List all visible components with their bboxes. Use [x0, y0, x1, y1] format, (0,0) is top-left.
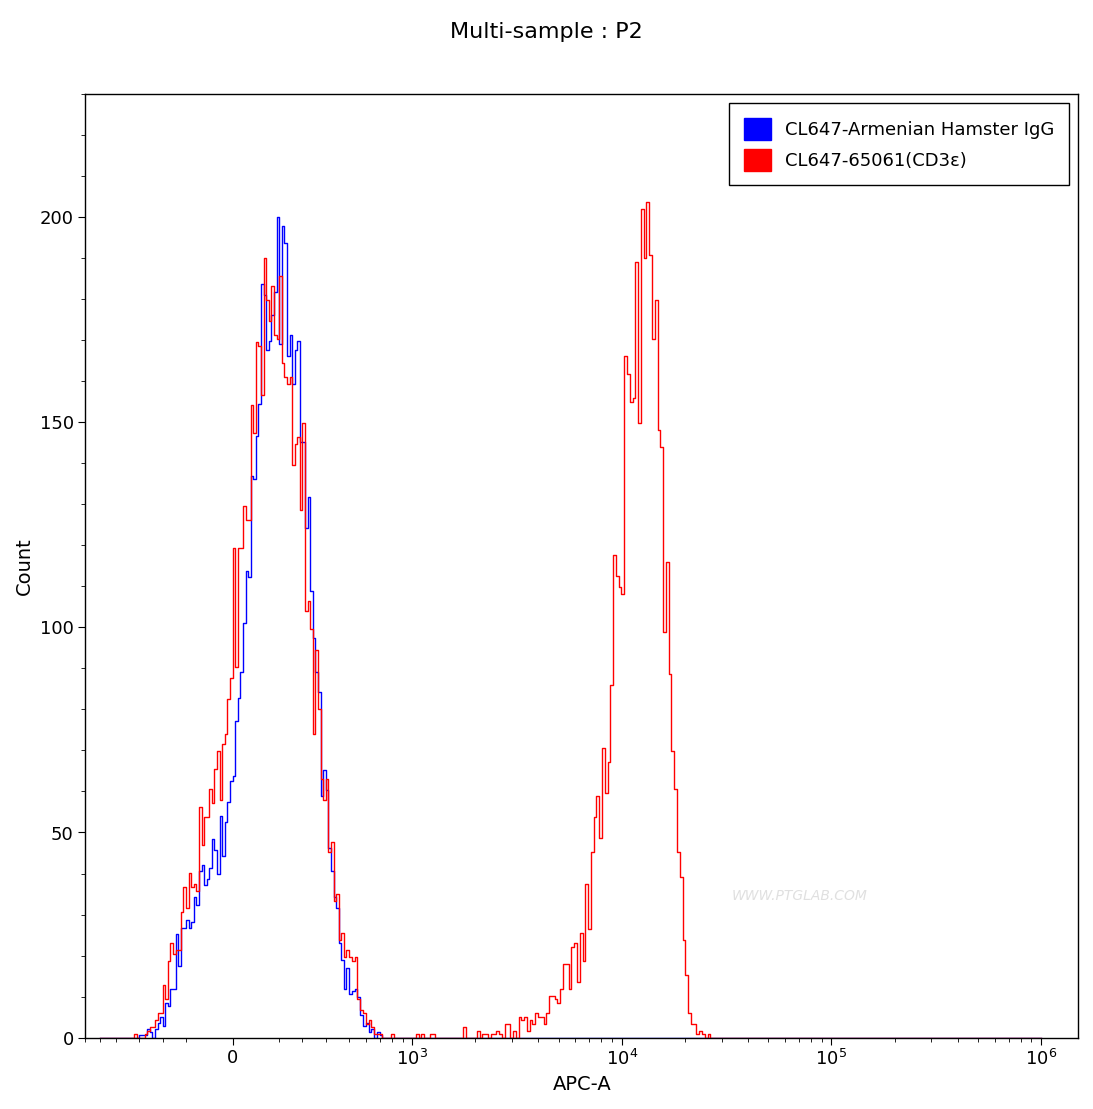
- X-axis label: APC-A: APC-A: [552, 1075, 611, 1093]
- Y-axis label: Count: Count: [15, 537, 34, 594]
- Legend: CL647-Armenian Hamster IgG, CL647-65061(CD3ε): CL647-Armenian Hamster IgG, CL647-65061(…: [729, 103, 1069, 185]
- Text: WWW.PTGLAB.COM: WWW.PTGLAB.COM: [732, 889, 868, 903]
- Text: Multi-sample : P2: Multi-sample : P2: [450, 22, 643, 42]
